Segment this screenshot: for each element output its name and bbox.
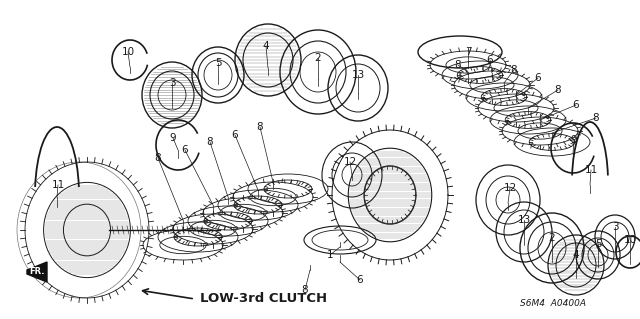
Text: 13: 13 (351, 70, 365, 80)
Text: 6: 6 (534, 73, 541, 83)
Text: 9: 9 (571, 135, 577, 145)
Text: 8: 8 (511, 65, 517, 75)
Text: S6M4  A0400A: S6M4 A0400A (520, 299, 586, 308)
Text: 6: 6 (182, 145, 188, 155)
Text: 4: 4 (573, 250, 579, 260)
Text: 8: 8 (454, 60, 461, 70)
Text: 10: 10 (122, 47, 134, 57)
Text: 6: 6 (486, 55, 493, 65)
Text: 1: 1 (326, 250, 333, 260)
Text: 5: 5 (214, 58, 221, 68)
Text: 7: 7 (465, 47, 471, 57)
Text: 8: 8 (257, 122, 263, 132)
Text: 2: 2 (315, 53, 321, 63)
Text: 13: 13 (517, 215, 531, 225)
Text: 9: 9 (170, 133, 176, 143)
Text: 8: 8 (207, 137, 213, 147)
Text: 6: 6 (573, 100, 579, 110)
Text: 10: 10 (623, 235, 637, 245)
Text: 11: 11 (51, 180, 65, 190)
Text: 2: 2 (548, 233, 556, 243)
Polygon shape (27, 262, 47, 282)
Text: 8: 8 (301, 285, 308, 295)
Text: 12: 12 (344, 157, 356, 167)
Text: 3: 3 (169, 78, 175, 88)
Text: 8: 8 (593, 113, 599, 123)
Text: FR.: FR. (29, 268, 45, 277)
Text: 4: 4 (262, 41, 269, 51)
Text: 11: 11 (584, 165, 598, 175)
Text: 6: 6 (356, 275, 364, 285)
Text: 8: 8 (555, 85, 561, 95)
Text: 6: 6 (232, 130, 238, 140)
Text: 12: 12 (504, 183, 516, 193)
Text: 5: 5 (595, 239, 602, 249)
Text: 3: 3 (612, 222, 618, 232)
Text: 8: 8 (155, 153, 161, 163)
Text: LOW-3rd CLUTCH: LOW-3rd CLUTCH (200, 293, 327, 306)
